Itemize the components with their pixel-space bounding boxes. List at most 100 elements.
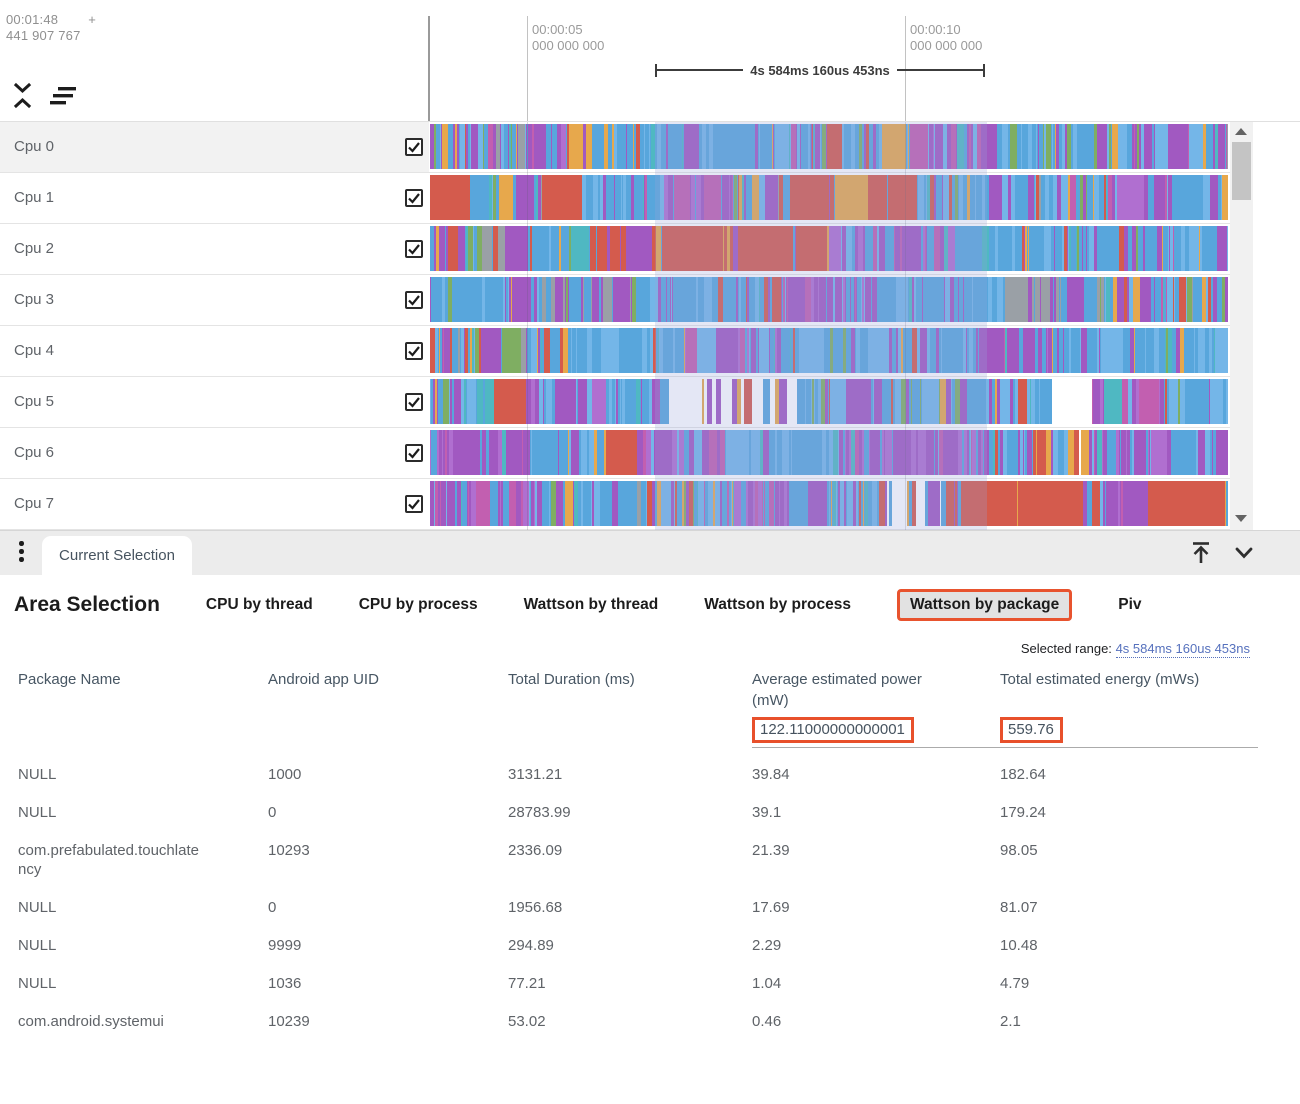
sched-slice[interactable]	[896, 175, 902, 220]
sched-slice[interactable]	[994, 481, 1010, 526]
sched-slice[interactable]	[1205, 430, 1207, 475]
sched-slice[interactable]	[604, 226, 607, 271]
sched-slice[interactable]	[878, 175, 880, 220]
sched-slice[interactable]	[586, 328, 592, 373]
sched-slice[interactable]	[806, 379, 812, 424]
sched-slice[interactable]	[1063, 226, 1067, 271]
sched-slice[interactable]	[752, 379, 756, 424]
sched-slice[interactable]	[810, 124, 812, 169]
sched-slice[interactable]	[576, 328, 581, 373]
sched-slice[interactable]	[996, 379, 1000, 424]
sched-slice[interactable]	[525, 328, 527, 373]
sched-slice[interactable]	[493, 379, 514, 424]
sched-slice[interactable]	[625, 175, 628, 220]
sched-slice[interactable]	[580, 379, 587, 424]
sched-slice[interactable]	[672, 277, 674, 322]
sched-slice[interactable]	[474, 328, 475, 373]
sched-slice[interactable]	[954, 175, 958, 220]
sched-slice[interactable]	[862, 277, 865, 322]
detail-tab-piv[interactable]: Piv	[1118, 596, 1142, 613]
sched-slice[interactable]	[442, 277, 445, 322]
sched-slice[interactable]	[673, 175, 675, 220]
sched-slice[interactable]	[1045, 175, 1050, 220]
sched-slice[interactable]	[863, 481, 865, 526]
sched-slice[interactable]	[453, 226, 458, 271]
sched-slice[interactable]	[703, 277, 705, 322]
sched-slice[interactable]	[450, 124, 453, 169]
sched-slice[interactable]	[975, 430, 978, 475]
sched-slice[interactable]	[872, 277, 874, 322]
sched-slice[interactable]	[947, 226, 955, 271]
sched-slice[interactable]	[613, 124, 617, 169]
sched-slice[interactable]	[720, 430, 724, 475]
sched-slice[interactable]	[1194, 328, 1196, 373]
sched-slice[interactable]	[844, 124, 850, 169]
sched-slice[interactable]	[658, 328, 663, 373]
sched-slice[interactable]	[927, 481, 933, 526]
sched-slice[interactable]	[788, 430, 790, 475]
sched-slice[interactable]	[884, 430, 892, 475]
sched-slice[interactable]	[963, 430, 967, 475]
sched-slice[interactable]	[682, 124, 684, 169]
sched-slice[interactable]	[442, 430, 443, 475]
sched-slice[interactable]	[468, 124, 470, 169]
sched-slice[interactable]	[1186, 379, 1188, 424]
sched-slice[interactable]	[694, 430, 703, 475]
sched-slice[interactable]	[513, 379, 515, 424]
sched-slice[interactable]	[1011, 226, 1015, 271]
sched-slice[interactable]	[768, 124, 772, 169]
sched-slice[interactable]	[1194, 481, 1200, 526]
sched-slice[interactable]	[957, 481, 961, 526]
sched-slice[interactable]	[1132, 379, 1137, 424]
sched-slice[interactable]	[929, 175, 934, 220]
sched-slice[interactable]	[988, 430, 993, 475]
sched-slice[interactable]	[762, 481, 764, 526]
sched-slice[interactable]	[643, 430, 647, 475]
sched-slice[interactable]	[621, 379, 625, 424]
sched-slice[interactable]	[531, 124, 534, 169]
sched-slice[interactable]	[1154, 124, 1156, 169]
sched-slice[interactable]	[970, 124, 973, 169]
sched-slice[interactable]	[645, 175, 648, 220]
sched-slice[interactable]	[657, 328, 659, 373]
sched-slice[interactable]	[1016, 481, 1018, 526]
sched-slice[interactable]	[512, 175, 516, 220]
sched-slice[interactable]	[511, 124, 512, 169]
sched-slice[interactable]	[595, 226, 597, 271]
sched-slice[interactable]	[1092, 124, 1094, 169]
sched-slice[interactable]	[1133, 277, 1141, 322]
sched-slice[interactable]	[564, 226, 569, 271]
sched-slice[interactable]	[1094, 277, 1097, 322]
sched-slice[interactable]	[620, 175, 622, 220]
sched-slice[interactable]	[970, 226, 982, 271]
sched-slice[interactable]	[1154, 175, 1162, 220]
sched-slice[interactable]	[1022, 430, 1024, 475]
sched-slice[interactable]	[775, 379, 780, 424]
sched-slice[interactable]	[1139, 124, 1142, 169]
sched-slice[interactable]	[507, 277, 508, 322]
sched-slice[interactable]	[1039, 124, 1041, 169]
sched-slice[interactable]	[656, 124, 661, 169]
sched-slice[interactable]	[1086, 175, 1088, 220]
sched-slice[interactable]	[1016, 430, 1018, 475]
sched-slice[interactable]	[959, 379, 967, 424]
sched-slice[interactable]	[1175, 226, 1182, 271]
sched-slice[interactable]	[1027, 277, 1031, 322]
sched-slice[interactable]	[760, 430, 764, 475]
sched-slice[interactable]	[722, 277, 724, 322]
sched-slice[interactable]	[876, 277, 895, 322]
sched-slice[interactable]	[1034, 379, 1038, 424]
sched-slice[interactable]	[914, 430, 916, 475]
sched-slice[interactable]	[652, 328, 656, 373]
sched-slice[interactable]	[684, 226, 689, 271]
sched-slice[interactable]	[882, 430, 884, 475]
sched-slice[interactable]	[826, 430, 830, 475]
sched-slice[interactable]	[969, 175, 975, 220]
sched-slice[interactable]	[903, 175, 905, 220]
sched-slice[interactable]	[1155, 277, 1162, 322]
sched-slice[interactable]	[501, 328, 502, 373]
sched-slice[interactable]	[951, 379, 953, 424]
sched-slice[interactable]	[929, 277, 931, 322]
sched-slice[interactable]	[527, 124, 530, 169]
sched-slice[interactable]	[795, 430, 797, 475]
